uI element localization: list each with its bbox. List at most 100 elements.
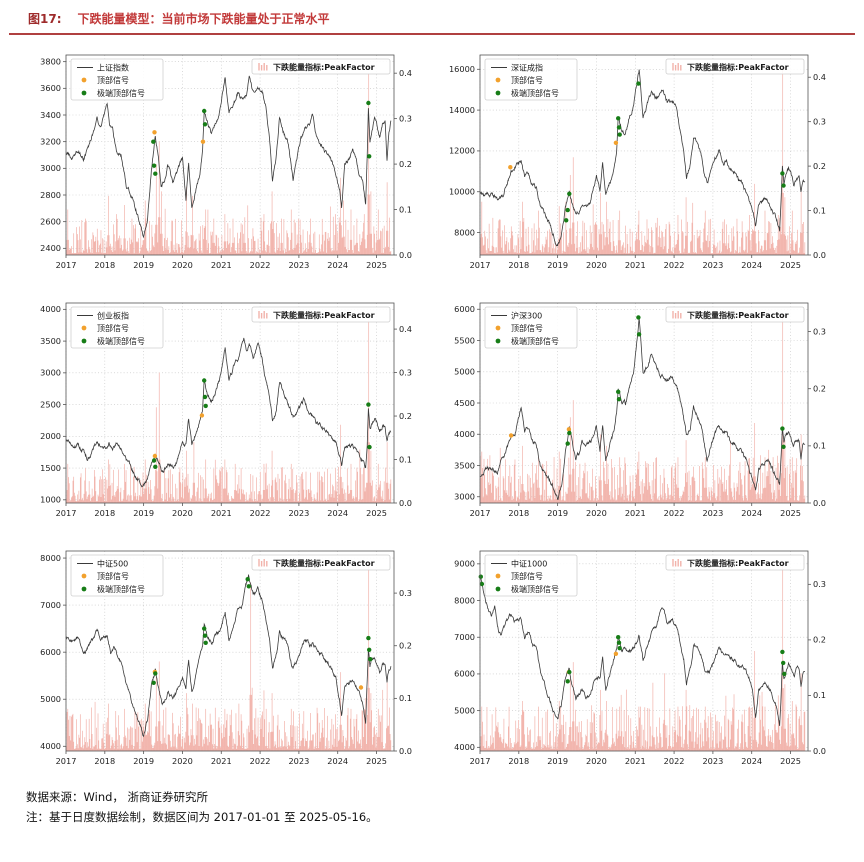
- peakfactor-bars: [65, 73, 392, 255]
- top-signal-dot: [200, 139, 206, 144]
- legend-index-name: 中证500: [97, 559, 128, 569]
- peakfactor-legend-box: [251, 554, 391, 571]
- right-tick-label: 0.1: [399, 693, 412, 703]
- top-signal-dot: [613, 651, 619, 656]
- left-tick-label: 6000: [454, 304, 475, 314]
- left-tick-label: 5500: [454, 335, 475, 345]
- legend-bar-sample-icon: [672, 311, 682, 319]
- x-tick-label: 2022: [250, 508, 271, 518]
- top-signal-dot: [508, 165, 513, 170]
- left-tick-label: 3000: [40, 368, 61, 378]
- right-tick-label: 0.4: [399, 324, 412, 334]
- right-tick-label: 0.3: [813, 326, 826, 336]
- x-tick-label: 2022: [250, 260, 271, 270]
- left-tick-label: 7000: [454, 632, 475, 642]
- top-signal-dot: [508, 433, 514, 438]
- left-tick-label: 9000: [454, 559, 475, 569]
- plot-border: [479, 54, 809, 256]
- top-signal-dot: [152, 130, 157, 135]
- index-legend-box: [484, 554, 578, 597]
- x-tick-label: 2017: [470, 756, 491, 766]
- price-line: [65, 337, 392, 488]
- left-tick-label: 4000: [454, 742, 475, 752]
- legend-top-signal-dot: [495, 325, 501, 331]
- x-tick-label: 2022: [664, 508, 685, 518]
- x-tick-label: 2025: [780, 756, 801, 766]
- chart-svg-4: 3000 3500 4000 4500 5000 5500 6000 0.0 0.1 0.2 0.3…: [454, 302, 826, 518]
- left-tick-label: 2500: [40, 399, 61, 409]
- top-signal-dot: [566, 427, 572, 432]
- x-tick-label: 2024: [327, 508, 348, 518]
- left-tick-label: 4000: [454, 429, 475, 439]
- figure-footer: 数据来源：Wind， 浙商证券研究所 注：基于日度数据绘制，数据区间为 2017…: [0, 777, 864, 827]
- x-tick-label: 2021: [211, 756, 232, 766]
- peakfactor-legend-box: [665, 554, 805, 571]
- right-tick-label: 0.2: [399, 641, 412, 651]
- legend-extreme-signal-label: 极端顶部信号: [97, 336, 145, 346]
- right-tick-label: 0.4: [399, 68, 412, 78]
- legend-extreme-signal-label: 极端顶部信号: [97, 88, 145, 98]
- chart-panel-3: 1000 1500 2000 2500 3000 3500 4000 0.0 0.1 0.2 0.3…: [22, 293, 424, 529]
- x-tick-label: 2018: [94, 508, 115, 518]
- right-tick-label: 0.2: [813, 635, 826, 645]
- chart-panel-5: 4000 5000 6000 7000 8000 0.0 0.1 0.2 0.3 2017 2018…: [22, 541, 424, 777]
- legend-index-name: 深证成指: [511, 63, 543, 73]
- legend-extreme-signal-dot: [81, 586, 87, 592]
- extreme-signal-dot: [153, 464, 158, 469]
- price-line: [479, 575, 806, 726]
- right-tick-label: 0.3: [399, 113, 412, 123]
- x-tick-label: 2025: [780, 260, 801, 270]
- extreme-signal-dot: [202, 633, 208, 638]
- index-legend-box: [70, 58, 164, 101]
- left-tick-label: 5000: [454, 705, 475, 715]
- x-tick-label: 2023: [702, 260, 723, 270]
- figure-title: 下跌能量模型：当前市场下跌能量处于正常水平: [77, 12, 330, 26]
- x-tick-label: 2022: [250, 756, 271, 766]
- top-signal-dot: [613, 140, 619, 145]
- legend-top-signal-label: 顶部信号: [511, 323, 543, 333]
- left-tick-label: 8000: [40, 553, 61, 563]
- chart-panel-6: 4000 5000 6000 7000 8000 9000 0.0 0.1 0.2 0.3 2017…: [436, 541, 838, 777]
- extreme-signal-dot: [478, 574, 483, 579]
- legend-top-signal-label: 顶部信号: [97, 571, 129, 581]
- right-tick-label: 0.1: [813, 690, 826, 700]
- extreme-signal-dot: [616, 635, 621, 640]
- x-tick-label: 2018: [508, 508, 529, 518]
- left-tick-label: 3000: [454, 492, 475, 502]
- right-tick-label: 0.3: [813, 116, 826, 126]
- x-tick-label: 2021: [211, 260, 232, 270]
- x-tick-label: 2020: [586, 756, 607, 766]
- x-tick-label: 2019: [133, 260, 154, 270]
- left-tick-label: 3800: [40, 56, 61, 66]
- right-tick-label: 0.1: [813, 205, 826, 215]
- x-tick-label: 2024: [327, 756, 348, 766]
- x-tick-label: 2021: [625, 508, 646, 518]
- extreme-signal-dot: [782, 671, 787, 677]
- legend-top-signal-dot: [81, 77, 87, 83]
- top-signal-dot: [152, 453, 158, 459]
- legend-extreme-signal-dot: [495, 90, 501, 96]
- extreme-signal-dot: [616, 116, 621, 121]
- extreme-signal-dot: [567, 191, 572, 196]
- legend-bar-sample-icon: [258, 63, 268, 71]
- plot-border: [479, 550, 809, 752]
- legend-peakfactor-label: 下跌能量指标:PeakFactor: [687, 558, 789, 568]
- extreme-signal-dot: [368, 657, 373, 662]
- right-tick-label: 0.3: [813, 579, 826, 589]
- x-tick-label: 2020: [586, 508, 607, 518]
- legend-extreme-signal-dot: [81, 90, 87, 96]
- legend-extreme-signal-dot: [81, 338, 87, 344]
- left-tick-label: 3500: [40, 336, 61, 346]
- extreme-signal-dot: [564, 218, 569, 223]
- left-tick-label: 3000: [40, 163, 61, 173]
- x-tick-label: 2018: [94, 260, 115, 270]
- extreme-signal-dot: [367, 444, 372, 450]
- extreme-signal-dot: [616, 389, 621, 394]
- left-tick-label: 3500: [454, 460, 475, 470]
- left-tick-label: 1500: [40, 463, 61, 473]
- x-tick-label: 2025: [366, 756, 387, 766]
- left-tick-label: 6000: [40, 647, 61, 657]
- right-tick-label: 0.1: [399, 204, 412, 214]
- right-tick-label: 0.0: [399, 498, 412, 508]
